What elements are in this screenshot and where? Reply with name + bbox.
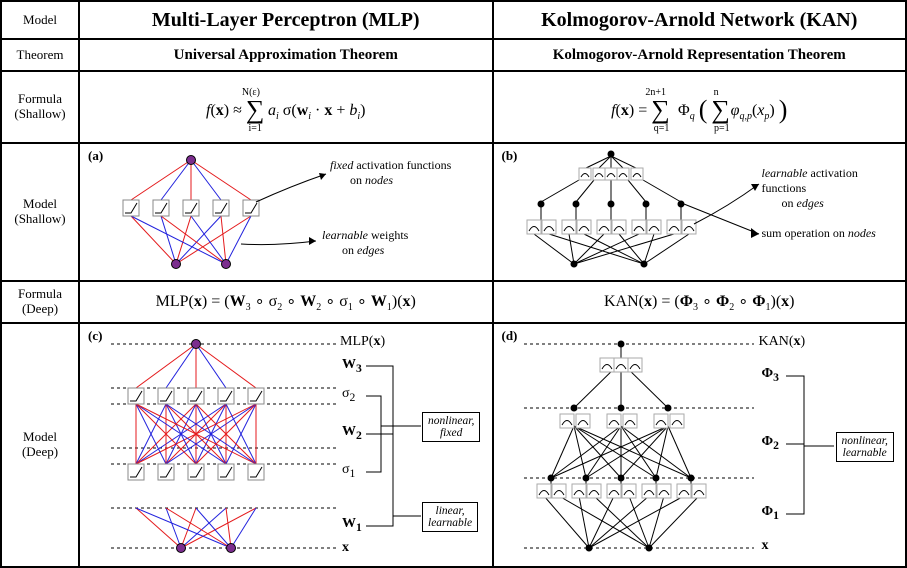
kan-theorem: Kolmogorov-Arnold Representation Theorem bbox=[493, 39, 907, 71]
mlp-x: x bbox=[342, 540, 349, 556]
panel-c-label: (c) bbox=[88, 328, 102, 344]
mlp-box-nonlinear: nonlinear,fixed bbox=[422, 412, 480, 442]
mlp-title: Multi-Layer Perceptron (MLP) bbox=[79, 1, 493, 39]
mlp-theorem: Universal Approximation Theorem bbox=[79, 39, 493, 71]
kan-formula-deep: KAN(x) = (Φ3 ∘ Φ2 ∘ Φ1)(x) bbox=[493, 281, 907, 323]
row-theorem: Theorem bbox=[1, 39, 79, 71]
row-model: Model bbox=[1, 1, 79, 39]
mlp-formula-deep: MLP(x) = (W3 ∘ σ2 ∘ W2 ∘ σ1 ∘ W1)(x) bbox=[79, 281, 493, 323]
row-formula-deep: Formula(Deep) bbox=[1, 281, 79, 323]
panel-a-label: (a) bbox=[88, 148, 103, 164]
mlp-box-linear: linear,learnable bbox=[422, 502, 478, 532]
mlp-s2: σ2 bbox=[342, 386, 355, 404]
kan-title: Kolmogorov-Arnold Network (KAN) bbox=[493, 1, 907, 39]
mlp-out-label: MLP(x) bbox=[340, 334, 385, 350]
mlp-W1: W1 bbox=[342, 516, 362, 534]
mlp-anno-fixed: fixed activation functions on nodes bbox=[330, 158, 451, 188]
panel-d-label: (d) bbox=[502, 328, 518, 344]
kan-anno-sum: sum operation on nodes bbox=[762, 226, 876, 241]
kan-shallow-diagram: (b) bbox=[493, 143, 907, 281]
mlp-W2: W2 bbox=[342, 424, 362, 442]
kan-formula-shallow: f(x) = ∑q=12n+1Φq ( ∑p=1nφq,p(xp) ) bbox=[493, 71, 907, 143]
kan-P2: Φ2 bbox=[762, 434, 779, 452]
kan-P3: Φ3 bbox=[762, 366, 779, 384]
kan-out-label: KAN(x) bbox=[759, 334, 806, 350]
kan-deep-diagram: (d) bbox=[493, 323, 907, 567]
kan-anno-learnable: learnable activation functions on edges bbox=[762, 166, 906, 211]
mlp-deep-diagram: (c) bbox=[79, 323, 493, 567]
kan-P1: Φ1 bbox=[762, 504, 779, 522]
row-formula-shallow: Formula(Shallow) bbox=[1, 71, 79, 143]
mlp-W3: W3 bbox=[342, 357, 362, 375]
kan-x: x bbox=[762, 538, 769, 554]
panel-b-label: (b) bbox=[502, 148, 518, 164]
row-model-deep: Model(Deep) bbox=[1, 323, 79, 567]
mlp-shallow-diagram: (a) bbox=[79, 143, 493, 281]
mlp-anno-learnable: learnable weights on edges bbox=[322, 228, 408, 258]
mlp-s1: σ1 bbox=[342, 462, 355, 480]
kan-box-nonlinear: nonlinear,learnable bbox=[836, 432, 894, 462]
row-model-shallow: Model(Shallow) bbox=[1, 143, 79, 281]
mlp-formula-shallow: f(x) ≈ ∑i=1N(ε)ai σ(wi · x + bi) bbox=[79, 71, 493, 143]
